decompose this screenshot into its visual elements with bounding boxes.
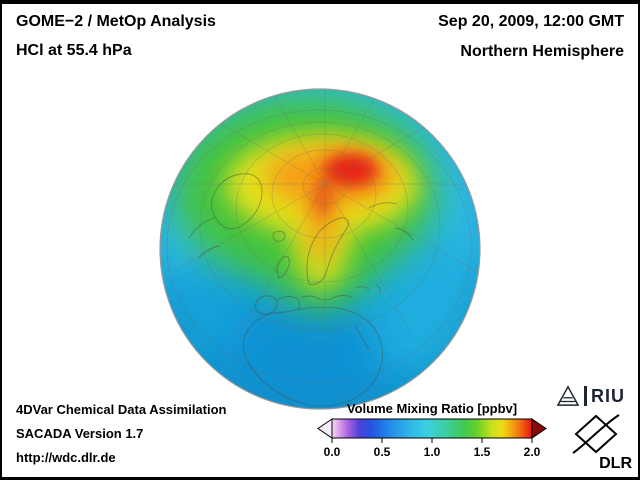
colorbar-tick-label: 1.5 [473, 445, 491, 459]
riu-logo-text: RIU [591, 385, 625, 406]
colorbar-title: Volume Mixing Ratio [ppbv] [346, 401, 518, 416]
colorbar-under-arrow [317, 418, 333, 439]
hemisphere-label: Northern Hemisphere [460, 43, 624, 60]
globe-map [159, 88, 481, 410]
colorbar: Volume Mixing Ratio [ppbv] [316, 401, 548, 467]
product-title: GOME−2 / MetOp Analysis [16, 13, 216, 30]
assimilation-label: 4DVar Chemical Data Assimilation [16, 402, 227, 417]
datetime-label: Sep 20, 2009, 12:00 GMT [438, 13, 624, 30]
species-level-label: HCl at 55.4 hPa [16, 42, 132, 59]
colorbar-tick-label: 2.0 [523, 445, 541, 459]
globe-heatmap [159, 88, 481, 410]
riu-logo: RIU [556, 383, 636, 409]
colorbar-tick-label: 1.0 [423, 445, 441, 459]
colorbar-over-arrow [531, 418, 547, 439]
dlr-logo: DLR [572, 413, 632, 473]
colorbar-tick-label: 0.5 [373, 445, 391, 459]
riu-logo-divider [584, 386, 587, 406]
riu-logo-icon [556, 385, 580, 406]
dlr-logo-icon [572, 414, 620, 454]
url-label: http://wdc.dlr.de [16, 450, 116, 465]
dlr-logo-text: DLR [599, 455, 632, 472]
version-label: SACADA Version 1.7 [16, 426, 144, 441]
colorbar-gradient [317, 418, 547, 443]
colorbar-tick-label: 0.0 [323, 445, 341, 459]
